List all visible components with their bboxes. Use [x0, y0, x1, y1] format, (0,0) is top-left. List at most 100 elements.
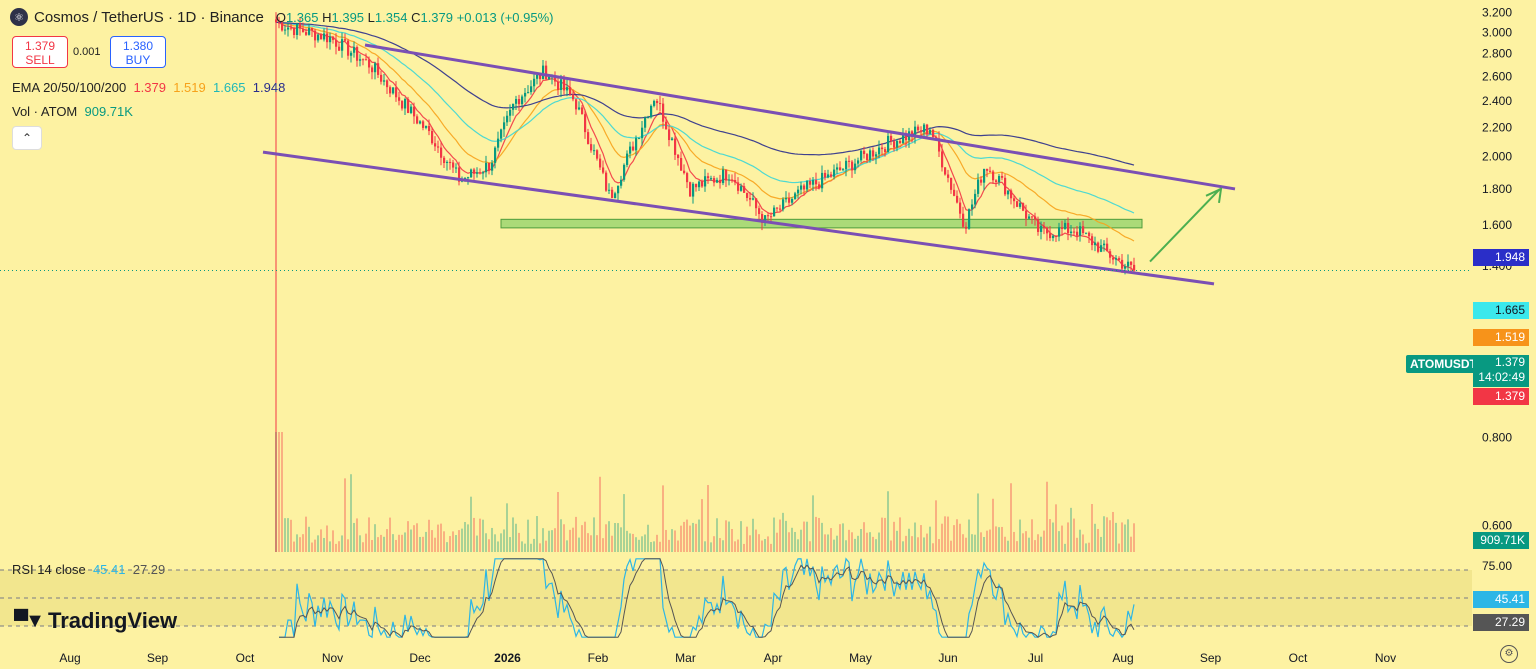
volume-bar — [998, 527, 1000, 552]
volume-bar — [1112, 511, 1114, 552]
tradingview-logo[interactable]: ▀▼ TradingView — [14, 608, 178, 633]
projection-arrow — [1149, 188, 1221, 263]
volume-bar — [332, 530, 334, 552]
candle-body — [311, 28, 314, 31]
candle-body — [962, 213, 965, 227]
candle-body — [368, 59, 371, 68]
volume-bar — [449, 536, 451, 552]
ema200-price-label: 1.948 — [1473, 249, 1529, 266]
volume-bar — [926, 533, 928, 552]
candle-body — [452, 162, 455, 168]
candle-body — [1061, 227, 1064, 229]
volume-bar — [497, 541, 499, 552]
volume-bar — [434, 537, 436, 552]
candle-body — [593, 150, 596, 152]
volume-bar — [377, 537, 379, 552]
candle-body — [410, 106, 413, 113]
x-tick-label: Aug — [1112, 651, 1133, 665]
candle-body — [950, 177, 953, 190]
volume-bar — [338, 541, 340, 552]
volume-bar — [821, 522, 823, 552]
candle-body — [1028, 216, 1031, 219]
volume-bar — [581, 525, 583, 552]
volume-bar — [1016, 541, 1018, 552]
candle-body — [683, 170, 686, 174]
volume-bar — [359, 535, 361, 552]
volume-bar — [521, 541, 523, 552]
candle-body — [629, 146, 632, 154]
x-tick-label: Aug — [59, 651, 80, 665]
volume-bar — [710, 542, 712, 552]
volume-legend[interactable]: Vol · ATOM 909.71K — [12, 104, 133, 119]
candle-body — [995, 180, 998, 183]
volume-bar — [371, 539, 373, 552]
volume-bar — [512, 517, 514, 552]
rsi-legend[interactable]: RSI 14 close 45.41 27.29 — [12, 562, 166, 577]
volume-bar — [968, 519, 970, 552]
sell-button[interactable]: 1.379 SELL — [12, 36, 68, 68]
volume-bar — [869, 532, 871, 552]
candle-body — [893, 141, 896, 148]
volume-bar — [410, 529, 412, 552]
candle-body — [986, 168, 989, 171]
candle-body — [407, 99, 410, 113]
symbol-title[interactable]: Cosmos / TetherUS · 1D · Binance — [34, 8, 264, 26]
volume-bar — [977, 493, 979, 552]
volume-bar — [674, 530, 676, 552]
volume-bar — [776, 532, 778, 552]
volume-bar — [902, 541, 904, 552]
tradingview-mark-icon: ▀▼ — [14, 609, 45, 632]
candle-body — [377, 63, 380, 75]
volume-bar — [824, 534, 826, 552]
volume-bar — [740, 521, 742, 552]
ema100-line — [275, 21, 1135, 214]
candle-body — [758, 208, 761, 215]
volume-bar — [461, 528, 463, 552]
candle-body — [1079, 226, 1082, 236]
candle-body — [578, 107, 581, 110]
volume-bar — [719, 538, 721, 552]
candle-body — [527, 92, 530, 94]
bar-countdown: 14:02:49 — [1478, 370, 1525, 384]
volume-bar — [476, 535, 478, 552]
candle-body — [1043, 225, 1046, 228]
y-tick-label: 3.000 — [1482, 26, 1512, 40]
candle-body — [446, 161, 449, 164]
candle-body — [878, 147, 881, 155]
candle-body — [599, 158, 602, 168]
candle-body — [797, 189, 800, 194]
volume-bar — [623, 494, 625, 552]
volume-bar — [1079, 529, 1081, 552]
volume-bar — [584, 521, 586, 552]
cosmos-logo-icon: ⚛ — [10, 8, 28, 26]
ema-legend[interactable]: EMA 20/50/100/200 1.379 1.519 1.665 1.94… — [12, 80, 286, 95]
candle-body — [1064, 222, 1067, 229]
candle-body — [1052, 235, 1055, 239]
candle-body — [1094, 242, 1097, 246]
volume-bar — [746, 526, 748, 552]
candle-body — [404, 99, 407, 109]
volume-bar — [551, 530, 553, 552]
last-price-label: 1.379 14:02:49 — [1473, 355, 1529, 387]
candle-body — [1073, 231, 1076, 233]
candle-body — [1010, 190, 1013, 199]
candle-body — [605, 172, 608, 191]
volume-bar — [1022, 533, 1024, 552]
candle-body — [503, 122, 506, 130]
buy-button[interactable]: 1.380 BUY — [110, 36, 166, 68]
volume-bar — [830, 528, 832, 552]
sell-label: SELL — [25, 53, 55, 67]
candle-body — [923, 124, 926, 133]
collapse-legend-button[interactable]: ⌃ — [12, 126, 42, 150]
candle-body — [365, 59, 368, 61]
volume-bar — [617, 523, 619, 552]
candle-body — [308, 28, 311, 35]
candle-body — [722, 169, 725, 184]
volume-bar — [389, 517, 391, 552]
volume-bar — [290, 519, 292, 552]
volume-bar — [932, 543, 934, 552]
gear-icon[interactable]: ⚙ — [1500, 645, 1518, 663]
volume-bar — [494, 534, 496, 552]
volume-bar — [413, 525, 415, 552]
